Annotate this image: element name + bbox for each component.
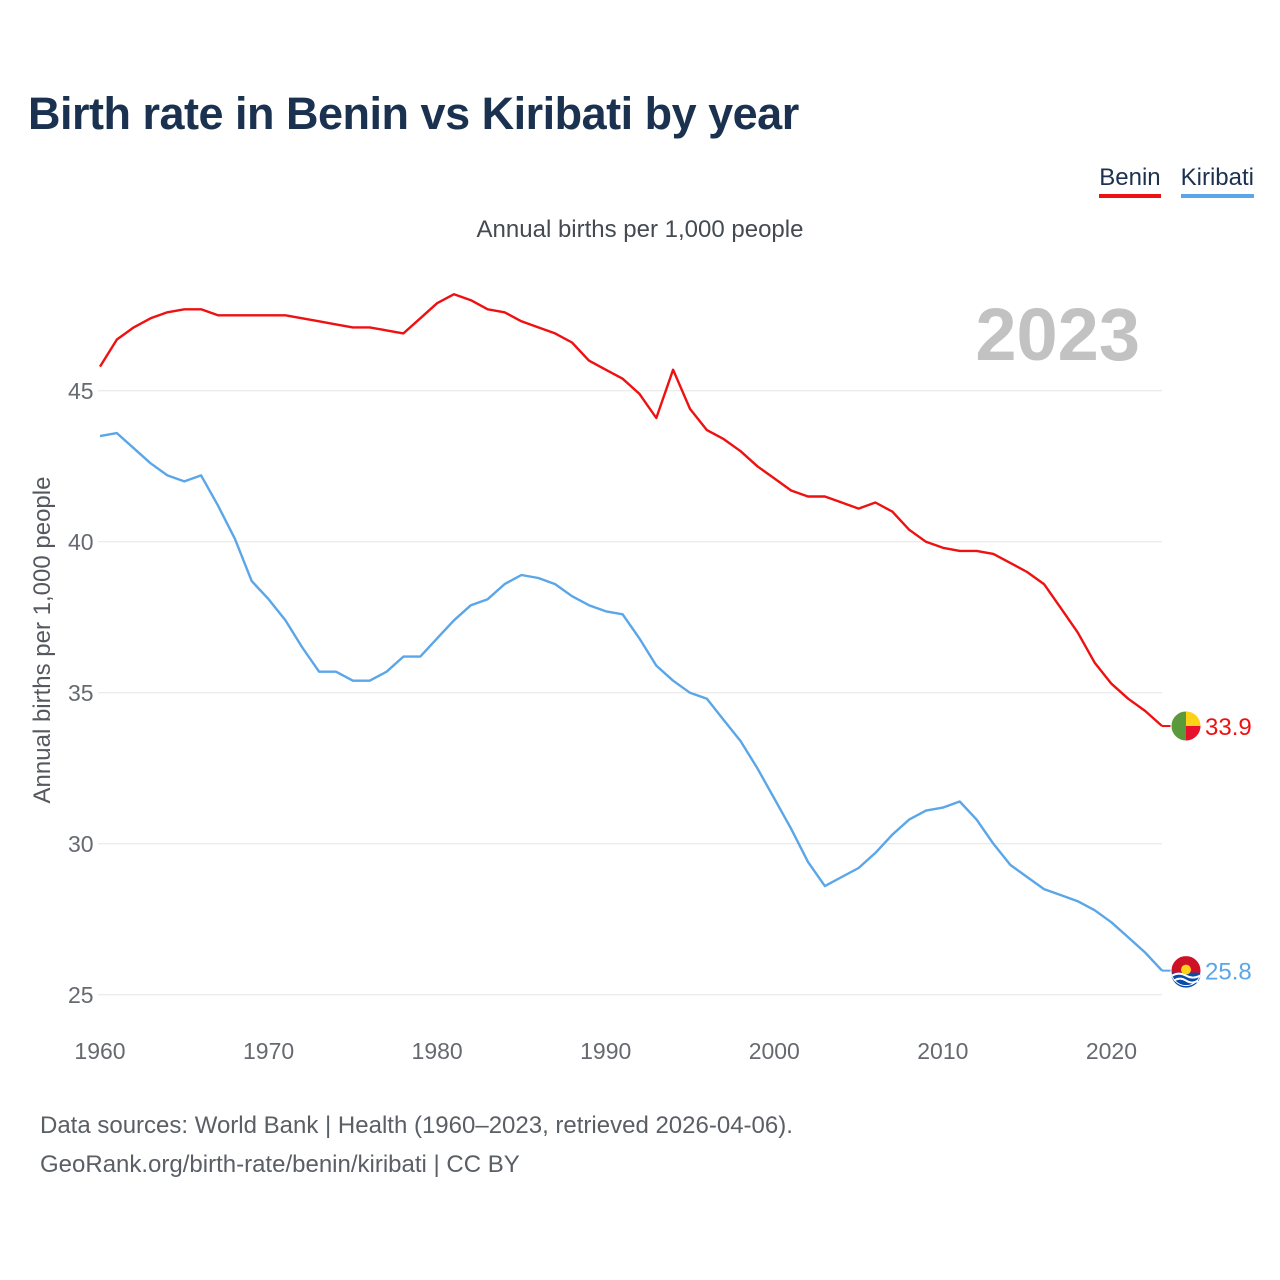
flag-benin-icon xyxy=(1170,710,1202,742)
flag-kiribati-icon xyxy=(1170,955,1202,988)
flag-yellow xyxy=(1186,711,1201,726)
flag-rim xyxy=(1170,955,1202,987)
x-tick-label-2000: 2000 xyxy=(749,1038,800,1064)
series-line-benin xyxy=(98,293,1163,727)
source-line-2: GeoRank.org/birth-rate/benin/kiribati | … xyxy=(40,1151,520,1178)
legend-item-kiribati[interactable]: Kiribati xyxy=(1180,164,1254,198)
y-tick-label-25: 25 xyxy=(68,982,94,1008)
source-line-1: Data sources: World Bank | Health (1960–… xyxy=(40,1112,793,1139)
y-tick-label-30: 30 xyxy=(68,831,94,857)
y-axis-label: Annual births per 1,000 people xyxy=(29,477,56,804)
flag-rim xyxy=(1170,710,1202,742)
legend: Benin Kiribati xyxy=(1099,164,1254,198)
source-note: Data sources: World Bank | Health (1960–… xyxy=(40,1106,793,1184)
y-tick-label-40: 40 xyxy=(68,529,94,555)
y-tick-label-35: 35 xyxy=(68,680,94,706)
chart-subtitle: Annual births per 1,000 people xyxy=(476,216,804,243)
end-value-label-kiribati: 25.8 xyxy=(1205,959,1252,986)
y-tick-label-45: 45 xyxy=(68,378,94,404)
year-label: 2023 xyxy=(975,293,1140,376)
grid-lines: 25 30 35 40 45 1960 1970 1980 1990 2000 2010 2020 xyxy=(68,378,1162,1064)
x-tick-label-2020: 2020 xyxy=(1086,1038,1137,1064)
flag-red xyxy=(1186,726,1201,741)
x-tick-label-1990: 1990 xyxy=(580,1038,631,1064)
x-tick-label-2010: 2010 xyxy=(917,1038,968,1064)
x-tick-label-1980: 1980 xyxy=(412,1038,463,1064)
flag-wave-2 xyxy=(1173,977,1199,984)
flag-sun xyxy=(1181,964,1191,975)
x-tick-label-1970: 1970 xyxy=(243,1038,294,1064)
series-layer: 33.9 25.8 xyxy=(98,293,1252,988)
x-tick-label-1960: 1960 xyxy=(74,1038,125,1064)
series-line-kiribati xyxy=(99,431,1163,972)
legend-item-benin[interactable]: Benin xyxy=(1099,164,1161,198)
chart-title: Birth rate in Benin vs Kiribati by year xyxy=(28,88,799,139)
flag-green xyxy=(1171,711,1186,741)
end-value-label-benin: 33.9 xyxy=(1205,714,1252,741)
flag-wave-1 xyxy=(1171,972,1201,979)
